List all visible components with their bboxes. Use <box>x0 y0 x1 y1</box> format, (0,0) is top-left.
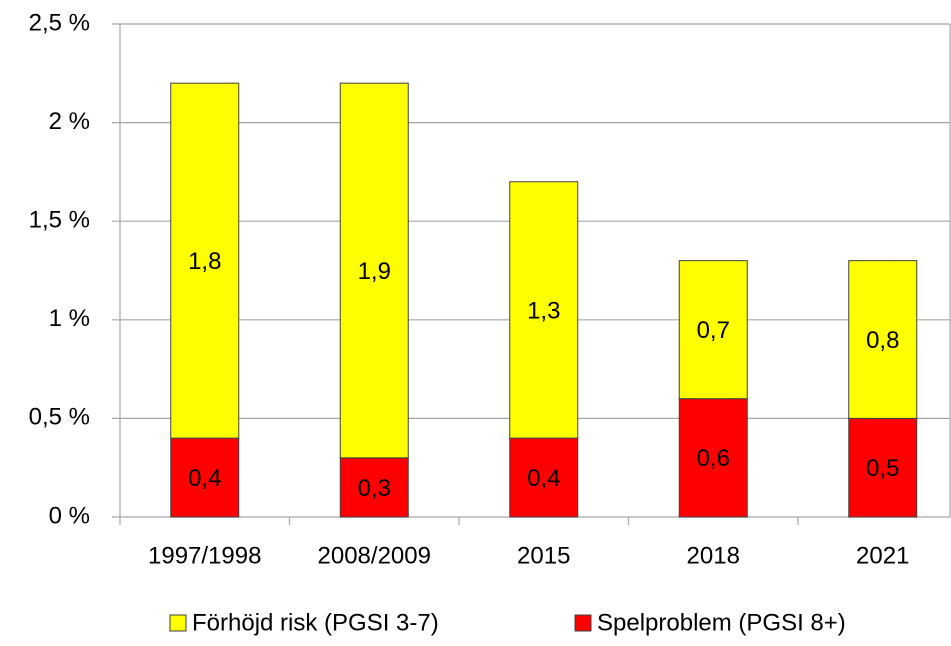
legend-label: Förhöjd risk (PGSI 3-7) <box>192 609 439 636</box>
data-label: 0,4 <box>188 465 221 492</box>
data-label: 0,7 <box>697 317 730 344</box>
data-label: 1,3 <box>527 297 560 324</box>
y-tick-label: 1 % <box>49 305 90 332</box>
legend-swatch <box>169 614 187 632</box>
y-tick-label: 2,5 % <box>29 9 90 36</box>
bar-segment <box>170 437 240 518</box>
y-tick-label: 0 % <box>49 502 90 529</box>
y-tick-label: 2 % <box>49 108 90 135</box>
data-label: 0,4 <box>527 465 560 492</box>
bar-segment <box>509 181 579 439</box>
data-label: 0,6 <box>697 445 730 472</box>
legend-swatch <box>574 614 592 632</box>
legend-label: Spelproblem (PGSI 8+) <box>597 609 846 636</box>
bar-segment <box>170 82 240 439</box>
y-tick-label: 1,5 % <box>29 207 90 234</box>
data-label: 0,5 <box>866 455 899 482</box>
bar-segment <box>678 398 748 518</box>
x-tick-label: 2008/2009 <box>318 542 431 569</box>
x-tick-label: 2021 <box>856 542 909 569</box>
x-tick-label: 2015 <box>517 542 570 569</box>
bar-segment <box>848 417 918 518</box>
data-label: 0,8 <box>866 327 899 354</box>
data-label: 1,8 <box>188 248 221 275</box>
data-label: 1,9 <box>358 258 391 285</box>
bar-segment <box>339 82 409 459</box>
data-label: 0,3 <box>358 475 391 502</box>
bar-segment <box>678 260 748 400</box>
x-tick-label: 1997/1998 <box>148 542 261 569</box>
bar-segment <box>339 457 409 518</box>
bar-segment <box>848 260 918 419</box>
x-tick-label: 2018 <box>687 542 740 569</box>
y-tick-label: 0,5 % <box>29 404 90 431</box>
bar-segment <box>509 437 579 518</box>
